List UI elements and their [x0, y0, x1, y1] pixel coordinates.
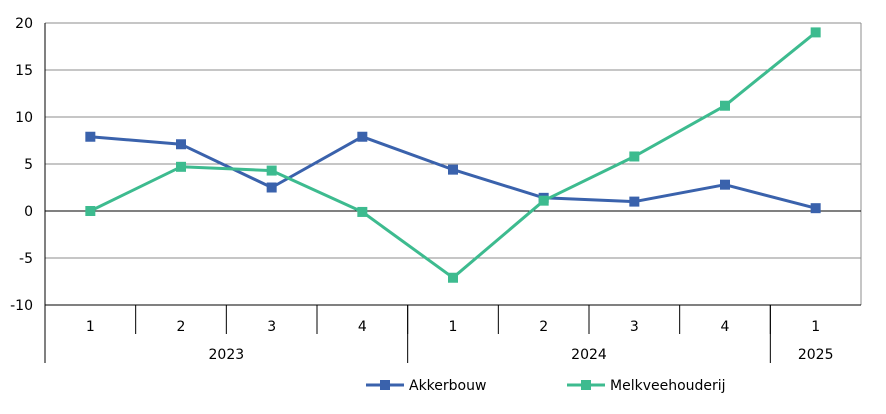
- data-point-akkerbouw: [357, 131, 368, 142]
- data-point-melkveehouderij: [448, 272, 458, 283]
- x-year-label: 2024: [571, 347, 607, 363]
- x-year-label: 2025: [798, 347, 834, 363]
- data-point-melkveehouderij: [266, 165, 277, 176]
- legend: Akkerbouw Melkveehouderij: [366, 378, 726, 394]
- x-tick-label: 4: [721, 319, 730, 335]
- data-point-melkveehouderij: [357, 206, 368, 217]
- data-point-melkveehouderij: [538, 195, 549, 206]
- y-tick-label: 15: [15, 63, 33, 79]
- data-point-akkerbouw: [810, 203, 821, 214]
- axes: -10 -5 0 5 10 15 20 1 2 3 4 1 2 3 4 1 2023 2024 2025: [10, 16, 861, 363]
- legend-marker-akkerbouw: [380, 380, 390, 390]
- x-tick-label: 2: [539, 319, 548, 335]
- data-point-akkerbouw: [85, 131, 96, 142]
- data-point-akkerbouw: [266, 182, 277, 193]
- x-year-label: 2023: [209, 347, 245, 363]
- data-point-melkveehouderij: [720, 100, 730, 111]
- data-point-melkveehouderij: [85, 206, 96, 216]
- data-point-akkerbouw: [720, 179, 730, 190]
- x-tick-label: 4: [358, 319, 367, 335]
- x-tick-label: 2: [177, 319, 186, 335]
- y-tick-label: 20: [15, 16, 33, 32]
- y-tick-label: -10: [10, 298, 33, 314]
- x-tick-label: 1: [86, 319, 95, 335]
- legend-label-akkerbouw: Akkerbouw: [409, 378, 486, 394]
- data-point-akkerbouw: [448, 164, 458, 175]
- y-tick-label: 0: [24, 204, 33, 220]
- gridlines: [45, 22, 862, 306]
- data-point-akkerbouw: [629, 196, 640, 207]
- series-layer: [85, 27, 821, 283]
- data-point-akkerbouw: [176, 139, 186, 150]
- x-tick-label: 1: [811, 319, 820, 335]
- data-point-melkveehouderij: [176, 161, 186, 172]
- data-point-melkveehouderij: [629, 151, 640, 162]
- x-tick-label: 3: [267, 319, 276, 335]
- y-tick-label: -5: [19, 251, 33, 267]
- legend-label-melkveehouderij: Melkveehouderij: [610, 378, 726, 394]
- y-tick-label: 10: [15, 110, 33, 126]
- series-line-melkveehouderij: [89, 31, 817, 280]
- x-tick-label: 1: [449, 319, 458, 335]
- x-tick-label: 3: [630, 319, 639, 335]
- legend-marker-melkveehouderij: [581, 380, 591, 390]
- y-tick-label: 5: [24, 157, 33, 173]
- data-point-melkveehouderij: [810, 27, 821, 38]
